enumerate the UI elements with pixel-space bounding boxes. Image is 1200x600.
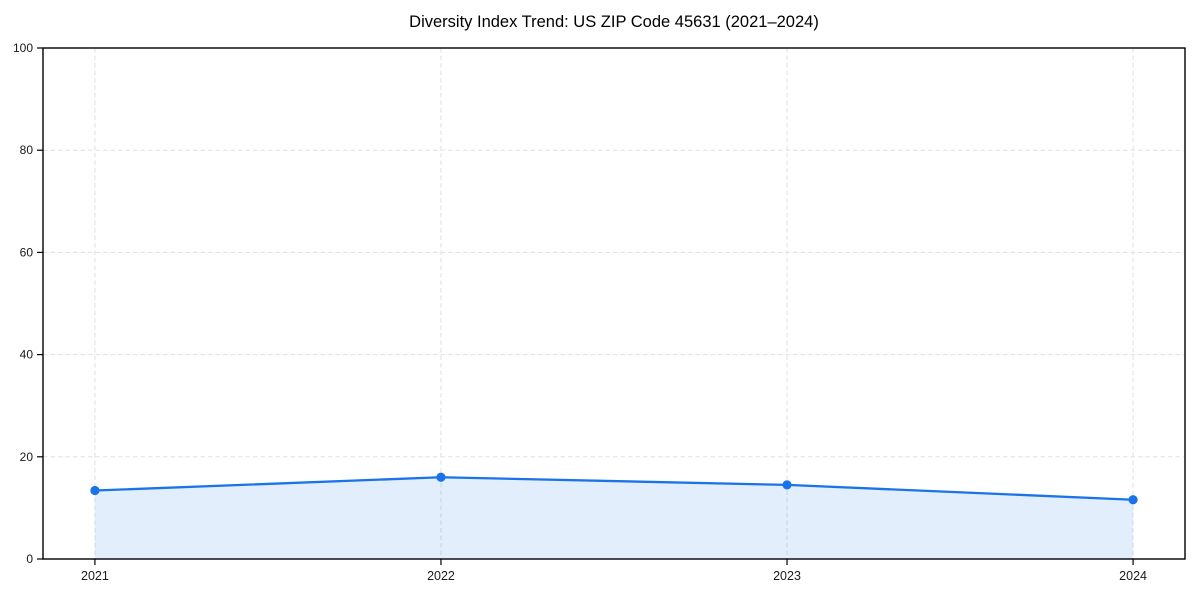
y-tick-label: 0 [26, 552, 33, 566]
area-fill [94, 477, 1134, 559]
data-point-2024 [1128, 495, 1138, 505]
data-point-2021 [90, 485, 100, 496]
trend-line [93, 476, 1135, 501]
chart-title: Diversity Index Trend: US ZIP Code 45631… [409, 13, 819, 31]
x-tick-label: 2021 [81, 569, 109, 583]
y-tick-label: 80 [20, 143, 34, 157]
plot-area [43, 48, 1185, 559]
y-tick-label: 100 [13, 41, 33, 55]
data-point-2022 [436, 472, 446, 482]
x-tick-label: 2023 [773, 569, 801, 583]
axis-frame [42, 47, 1186, 560]
y-tick-label: 20 [20, 450, 34, 464]
y-tick-label: 60 [20, 245, 34, 259]
data-point-2023 [782, 480, 792, 490]
x-tick-label: 2022 [427, 569, 455, 583]
x-tick-label: 2024 [1119, 569, 1147, 583]
y-tick-label: 40 [20, 348, 34, 362]
